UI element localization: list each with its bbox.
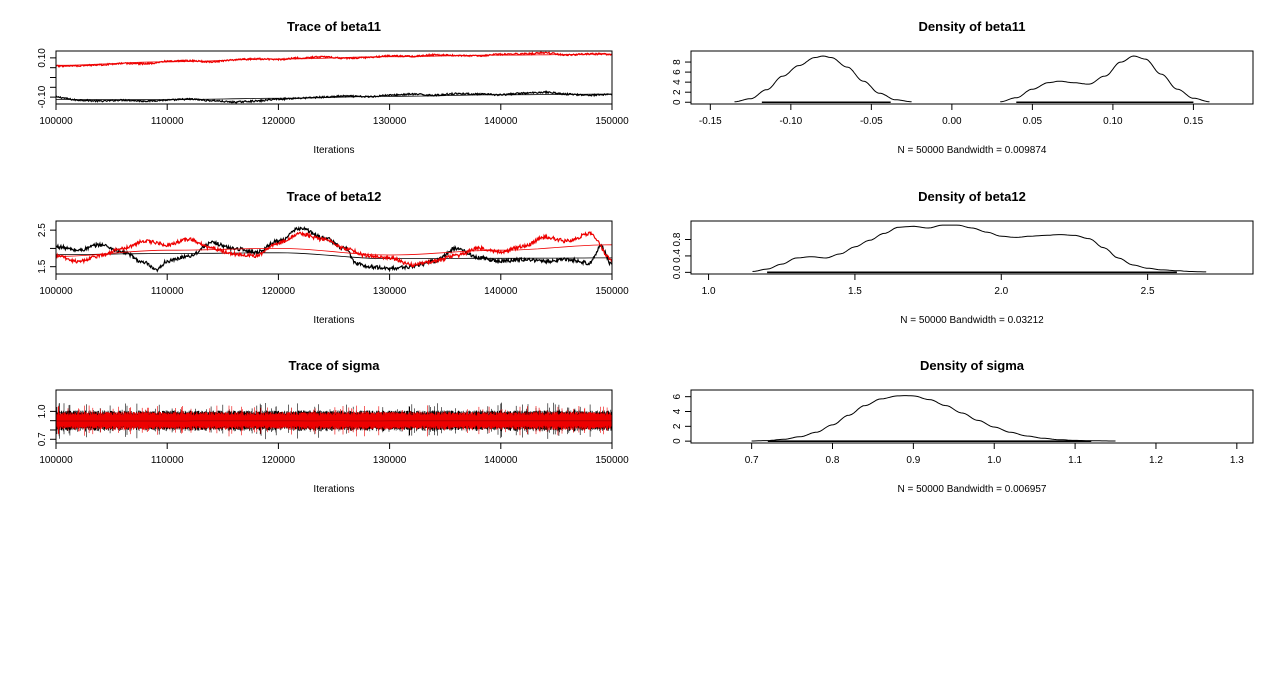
trace-beta11-y-tick-label-1: 0.10 (37, 48, 48, 68)
density-beta12-y-tick-label-0: 0.0 (672, 265, 683, 279)
density-beta11-x-tick-label-4: 0.05 (1023, 116, 1043, 127)
trace-beta11-plot-area (56, 51, 612, 104)
density-beta12-y-tick-label-1: 0.4 (672, 249, 683, 263)
trace-beta12-series-1-smooth (56, 252, 612, 260)
density-beta11-x-tick-label-3: 0.00 (942, 116, 962, 127)
trace-beta12-title: Trace of beta12 (287, 189, 382, 204)
density-sigma-x-tick-label-4: 1.1 (1068, 455, 1082, 466)
trace-beta11-x-tick-label-0: 100000 (39, 116, 73, 127)
trace-beta11-title: Trace of beta11 (287, 19, 381, 34)
trace-sigma-panel: Trace of sigma Iterations 100000 110000 1200… (37, 358, 629, 495)
trace-sigma-frame (55, 389, 613, 444)
trace-beta12-frame (55, 220, 613, 275)
trace-beta12-series-0-trace (56, 225, 612, 273)
density-beta11-plot-area (734, 55, 1210, 104)
density-beta12-y-tick-label-2: 0.8 (672, 232, 683, 246)
density-beta12-frame (690, 220, 1254, 275)
density-beta11-x-tick-label-5: 0.10 (1103, 116, 1123, 127)
trace-beta11-x-tick-label-1: 110000 (151, 116, 184, 127)
density-beta11-panel: Density of beta11 N = 50000 Bandwidth = 0… (672, 19, 1254, 156)
density-beta12-x-tick-label-3: 2.5 (1141, 286, 1155, 297)
density-beta12-plot-area (752, 224, 1207, 274)
density-beta11-y-tick-label-0: 0 (672, 99, 683, 105)
density-beta12-panel: Density of beta12 N = 50000 Bandwidth = 0… (672, 189, 1254, 326)
density-sigma-xlabel: N = 50000 Bandwidth = 0.006957 (897, 484, 1046, 495)
trace-beta11-xlabel: Iterations (313, 145, 354, 156)
trace-sigma-plot-area (56, 402, 612, 440)
density-sigma-x-tick-label-6: 1.3 (1230, 455, 1244, 466)
trace-sigma-x-tick-label-4: 140000 (484, 455, 518, 466)
trace-sigma-xlabel: Iterations (313, 484, 354, 495)
density-beta11-x-tick-label-2: -0.05 (860, 116, 883, 127)
trace-beta12-y-tick-label-0: 1.5 (37, 259, 48, 273)
density-beta11-x-tick-label-0: -0.15 (699, 116, 722, 127)
trace-beta12-x-tick-label-4: 140000 (484, 286, 518, 297)
density-beta11-series-0-curve (734, 55, 912, 103)
trace-beta11-x-tick-label-2: 120000 (262, 116, 296, 127)
trace-sigma-title: Trace of sigma (288, 358, 380, 373)
density-beta11-x-tick-label-6: 0.15 (1184, 116, 1204, 127)
trace-beta11-series-3-smooth (56, 53, 612, 66)
density-sigma-y-tick-label-3: 6 (672, 393, 683, 399)
trace-beta12-series-2-trace (56, 230, 612, 268)
density-beta11-y-tick-label-4: 8 (672, 59, 683, 65)
trace-beta12-x-tick-label-2: 120000 (262, 286, 296, 297)
trace-beta12-x-tick-label-5: 150000 (595, 286, 629, 297)
density-sigma-x-tick-label-5: 1.2 (1149, 455, 1163, 466)
density-beta11-y-tick-label-1: 2 (672, 89, 683, 95)
trace-beta12-plot-area (56, 225, 612, 273)
density-beta11-y-tick-label-3: 6 (672, 69, 683, 75)
trace-beta11-panel: Trace of beta11 Iterations 100000 110000 120… (37, 19, 629, 156)
trace-beta11-y-tick-label-0: -0.10 (37, 85, 48, 108)
density-beta11-xlabel: N = 50000 Bandwidth = 0.009874 (897, 145, 1046, 156)
density-sigma-x-tick-label-0: 0.7 (745, 455, 759, 466)
density-sigma-title: Density of sigma (920, 358, 1025, 373)
trace-beta11-series-1-smooth (56, 93, 612, 101)
density-sigma-panel: Density of sigma N = 50000 Bandwidth = 0.… (672, 358, 1254, 495)
density-sigma-x-tick-label-2: 0.9 (906, 455, 920, 466)
trace-beta12-y-tick-label-1: 2.5 (37, 223, 48, 237)
trace-beta11-series-0-trace (56, 90, 612, 104)
trace-sigma-y-tick-label-1: 1.0 (37, 404, 48, 418)
density-beta11-x-tick-label-1: -0.10 (779, 116, 802, 127)
trace-beta12-panel: Trace of beta12 Iterations 100000 110000 120… (37, 189, 629, 326)
density-sigma-y-tick-label-0: 0 (672, 438, 683, 444)
trace-sigma-y-tick-label-0: 0.7 (37, 432, 48, 446)
density-beta12-title: Density of beta12 (918, 189, 1026, 204)
density-sigma-y-tick-label-2: 4 (672, 408, 683, 414)
trace-beta12-x-tick-label-1: 110000 (151, 286, 184, 297)
density-beta11-frame (690, 50, 1254, 105)
trace-beta11-x-tick-label-3: 130000 (373, 116, 407, 127)
trace-beta12-series-3-smooth (56, 244, 612, 257)
density-beta12-xlabel: N = 50000 Bandwidth = 0.03212 (900, 315, 1044, 326)
density-sigma-frame (690, 389, 1254, 444)
trace-beta12-x-tick-label-0: 100000 (39, 286, 73, 297)
trace-beta11-x-tick-label-4: 140000 (484, 116, 518, 127)
density-beta12-series-0-curve (752, 224, 1207, 273)
trace-sigma-x-tick-label-5: 150000 (595, 455, 629, 466)
trace-sigma-x-tick-label-3: 130000 (373, 455, 407, 466)
density-beta11-title: Density of beta11 (919, 19, 1026, 34)
density-sigma-y-tick-label-1: 2 (672, 423, 683, 429)
trace-sigma-x-tick-label-2: 120000 (262, 455, 296, 466)
trace-sigma-x-tick-label-0: 100000 (39, 455, 73, 466)
density-beta12-x-tick-label-1: 1.5 (848, 286, 862, 297)
trace-sigma-x-tick-label-1: 110000 (151, 455, 184, 466)
trace-beta12-xlabel: Iterations (313, 315, 354, 326)
density-beta11-y-tick-label-2: 4 (672, 79, 683, 85)
trace-beta12-x-tick-label-3: 130000 (373, 286, 407, 297)
density-sigma-plot-area (751, 395, 1116, 442)
density-sigma-x-tick-label-1: 0.8 (826, 455, 840, 466)
density-beta12-x-tick-label-2: 2.0 (994, 286, 1008, 297)
density-beta12-x-tick-label-0: 1.0 (702, 286, 716, 297)
density-beta11-series-1-curve (1000, 55, 1210, 103)
trace-beta11-x-tick-label-5: 150000 (595, 116, 629, 127)
density-sigma-x-tick-label-3: 1.0 (987, 455, 1001, 466)
panels: Trace of beta11 Iterations 100000 110000 120… (37, 19, 1254, 495)
density-sigma-series-0-curve (751, 395, 1116, 442)
